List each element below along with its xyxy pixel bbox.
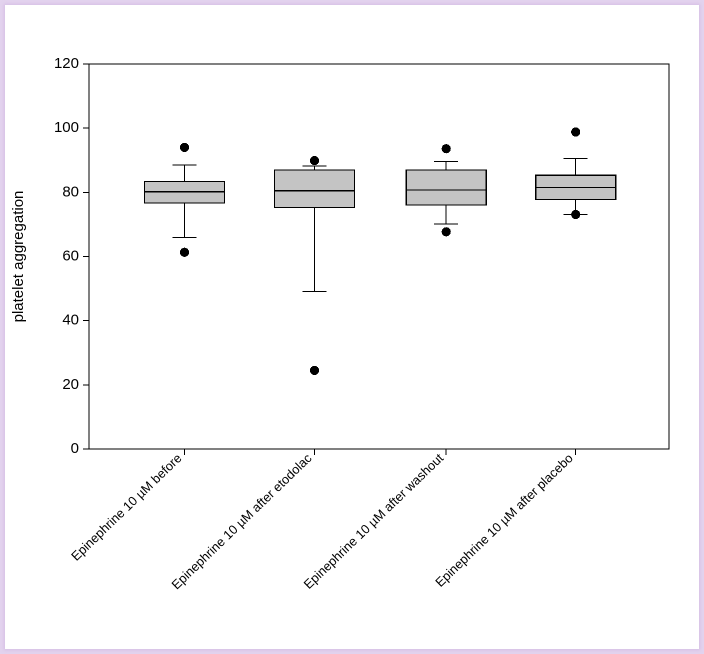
svg-text:Epinephrine 10 µM after etodo: Epinephrine 10 µM after etodolac [168,450,315,592]
svg-text:120: 120 [54,55,79,72]
svg-text:60: 60 [62,248,79,265]
svg-text:40: 40 [62,312,79,329]
svg-text:Epinephrine 10 µM after placeb: Epinephrine 10 µM after placebo [432,450,576,589]
svg-text:100: 100 [54,119,79,136]
svg-text:platelet aggregation: platelet aggregation [10,191,27,323]
svg-text:Epinephrine 10 µM before: Epinephrine 10 µM before [68,450,185,563]
svg-text:Epinephrine 10 µM after washou: Epinephrine 10 µM after washout [301,450,447,592]
svg-text:20: 20 [62,376,79,393]
svg-text:80: 80 [62,183,79,200]
svg-text:0: 0 [71,440,79,457]
